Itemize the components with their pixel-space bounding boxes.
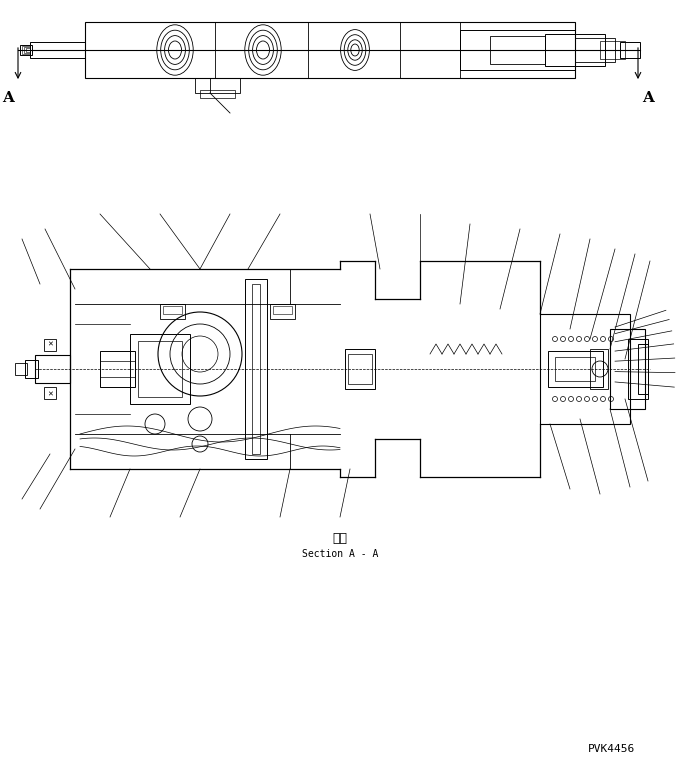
Bar: [138, 341, 182, 397]
Bar: [44, 387, 56, 399]
Bar: [252, 284, 260, 454]
Bar: [15, 363, 27, 375]
Text: ✕: ✕: [47, 391, 53, 397]
Bar: [35, 355, 70, 383]
Bar: [273, 306, 292, 314]
Bar: [590, 349, 608, 389]
Text: 断面: 断面: [333, 532, 347, 545]
Bar: [540, 314, 630, 424]
Bar: [575, 38, 615, 62]
Text: A: A: [642, 91, 654, 105]
Bar: [270, 304, 295, 319]
Text: Section A - A: Section A - A: [302, 549, 378, 559]
Bar: [20, 45, 32, 55]
Bar: [610, 329, 645, 409]
Bar: [130, 334, 190, 404]
Bar: [460, 30, 575, 70]
Bar: [163, 306, 182, 314]
Bar: [22, 46, 30, 54]
Bar: [195, 78, 240, 93]
Bar: [600, 41, 625, 59]
Text: PVK4456: PVK4456: [588, 744, 635, 754]
Bar: [490, 36, 545, 64]
Bar: [348, 354, 372, 384]
Bar: [628, 339, 648, 399]
Bar: [85, 22, 575, 78]
Bar: [345, 349, 375, 389]
Bar: [30, 42, 85, 58]
Bar: [25, 360, 38, 378]
Text: A: A: [2, 91, 14, 105]
Bar: [555, 357, 595, 381]
Bar: [160, 304, 185, 319]
Bar: [100, 351, 135, 387]
Bar: [44, 339, 56, 351]
Bar: [620, 42, 640, 58]
Bar: [545, 34, 605, 66]
Bar: [26, 48, 30, 52]
Bar: [245, 279, 267, 459]
Bar: [638, 344, 648, 394]
Bar: [548, 351, 603, 387]
Bar: [100, 361, 135, 377]
Text: ✕: ✕: [47, 341, 53, 347]
Bar: [24, 47, 30, 53]
Bar: [200, 90, 235, 98]
